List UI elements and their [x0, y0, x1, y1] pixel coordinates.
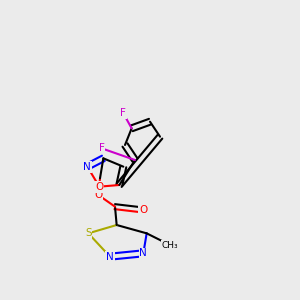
Text: F: F [120, 108, 126, 118]
Text: O: O [139, 205, 148, 215]
Text: S: S [85, 228, 92, 238]
Text: CH₃: CH₃ [162, 241, 178, 250]
Text: F: F [99, 143, 105, 153]
Text: O: O [95, 182, 103, 192]
Text: N: N [106, 252, 114, 262]
Text: N: N [83, 162, 91, 172]
Text: N: N [140, 248, 147, 258]
Text: O: O [94, 190, 103, 200]
